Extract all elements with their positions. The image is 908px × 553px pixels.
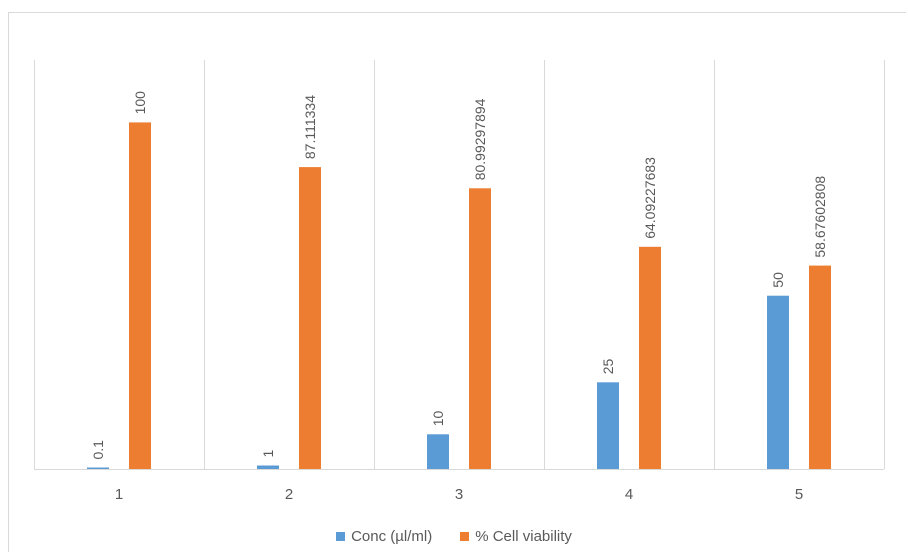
x-tick-label-1: 1 xyxy=(115,486,123,503)
bar-viability-5 xyxy=(809,265,831,469)
data-label-viability-3: 80.99297894 xyxy=(472,98,488,180)
bar-conc-1 xyxy=(87,467,109,469)
bar-conc-3 xyxy=(427,434,449,469)
data-label-conc-5: 50 xyxy=(770,272,786,288)
legend-label-conc: Conc (µl/ml) xyxy=(351,527,433,545)
x-tick-label-3: 3 xyxy=(455,486,463,503)
data-label-conc-1: 0.1 xyxy=(90,440,106,460)
legend: Conc (µl/ml) % Cell viability xyxy=(0,524,908,548)
data-label-viability-2: 87.111334 xyxy=(302,95,318,159)
x-tick-label-4: 4 xyxy=(625,486,633,503)
legend-swatch-conc xyxy=(336,531,346,541)
data-labels: 0.1 100 1 87.111334 10 80.99297894 25 64.092276… xyxy=(90,91,828,460)
data-label-conc-3: 10 xyxy=(430,411,446,427)
bar-viability-1 xyxy=(129,122,151,470)
chart-frame xyxy=(8,12,906,552)
x-tick-label-2: 2 xyxy=(285,486,293,503)
legend-label-viability: % Cell viability xyxy=(475,527,572,545)
legend-swatch-viability xyxy=(460,531,470,541)
bar-conc-5 xyxy=(767,295,789,469)
bar-viability-4 xyxy=(639,246,661,469)
data-label-viability-1: 100 xyxy=(132,91,148,115)
bar-viability-2 xyxy=(299,167,321,469)
data-label-conc-2: 1 xyxy=(260,450,276,458)
bar-conc-4 xyxy=(597,382,619,469)
bars xyxy=(87,122,831,470)
x-tick-label-5: 5 xyxy=(795,486,803,503)
bar-viability-3 xyxy=(469,188,491,470)
data-label-viability-4: 64.09227683 xyxy=(642,157,658,239)
gridlines xyxy=(34,60,885,469)
x-axis: 1 2 3 4 5 xyxy=(34,469,884,503)
legend-item-viability: % Cell viability xyxy=(460,528,572,545)
data-label-viability-5: 58.67602808 xyxy=(812,176,828,258)
data-label-conc-4: 25 xyxy=(600,359,616,375)
bar-conc-2 xyxy=(257,465,279,469)
legend-item-conc: Conc (µl/ml) xyxy=(336,528,432,545)
